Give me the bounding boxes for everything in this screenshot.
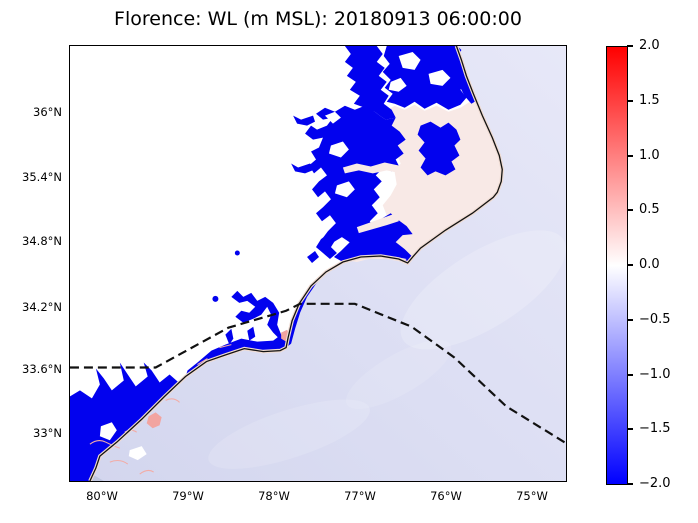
x-tick-80W: 80°W [86,489,118,503]
colorbar-label--1.5: −1.5 [639,421,671,436]
ocean [89,46,566,481]
x-tick-78W: 78°W [258,489,290,503]
y-tick-33.6N: 33.6°N [22,362,62,376]
map-plot [69,45,567,482]
colorbar-label--1.0: −1.0 [639,367,671,382]
colorbar-label-0.0: 0.0 [639,257,660,272]
colorbar-label-2.0: 2.0 [639,38,660,53]
map-canvas [70,46,566,481]
y-tick-33N: 33°N [33,426,62,440]
x-tick-79W: 79°W [172,489,204,503]
ocean-wisps [71,230,566,481]
land-islands [99,51,451,461]
x-tick-76W: 76°W [430,489,462,503]
inland-water-negative [70,46,477,481]
y-tick-34.8N: 34.8°N [22,234,62,248]
y-tick-35.4N: 35.4°N [22,170,62,184]
colorbar-label-1.0: 1.0 [639,148,660,163]
y-tick-36N: 36°N [33,105,62,119]
hurricane-track [70,302,566,445]
colorbar-label-0.5: 0.5 [639,202,660,217]
plot-title: Florence: WL (m MSL): 20180913 06:00:00 [114,8,522,30]
coastline [89,46,503,481]
y-tick-34.2N: 34.2°N [22,300,62,314]
colorbar [606,46,628,485]
x-tick-75W: 75°W [516,489,548,503]
colorbar-label-1.5: 1.5 [639,93,660,108]
colorbar-label--2.0: −2.0 [639,476,671,491]
x-tick-77W: 77°W [344,489,376,503]
colorbar-label--0.5: −0.5 [639,312,671,327]
